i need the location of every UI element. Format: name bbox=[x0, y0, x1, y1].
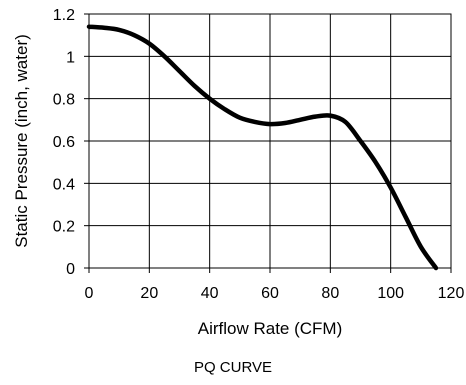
pq-series-line bbox=[86, 24, 439, 271]
x-tick-label: 120 bbox=[438, 285, 465, 302]
y-axis-label: Static Pressure (inch, water) bbox=[12, 34, 31, 248]
x-tick-label: 100 bbox=[377, 285, 404, 302]
x-tick-label: 20 bbox=[140, 285, 158, 302]
y-tick-label: 0.4 bbox=[53, 176, 75, 193]
ticks bbox=[84, 13, 452, 273]
x-tick-label: 40 bbox=[201, 285, 219, 302]
y-tick-label: 0.6 bbox=[53, 134, 75, 151]
y-tick-label: 0.2 bbox=[53, 219, 75, 236]
x-axis-label: Airflow Rate (CFM) bbox=[198, 319, 343, 338]
y-tick-label: 0.8 bbox=[53, 92, 75, 109]
x-tick-labels: 0 20 40 60 80 100 120 bbox=[85, 285, 465, 302]
x-tick-label: 60 bbox=[261, 285, 279, 302]
y-tick-label: 1.2 bbox=[53, 7, 75, 24]
y-tick-labels: 0 0.2 0.4 0.6 0.8 1 1.2 bbox=[53, 7, 75, 278]
y-tick-label: 1 bbox=[66, 49, 75, 66]
y-tick-label: 0 bbox=[66, 261, 75, 278]
series-layer bbox=[86, 24, 439, 271]
grid bbox=[89, 14, 451, 268]
x-tick-label: 0 bbox=[85, 285, 94, 302]
chart-caption: PQ CURVE bbox=[193, 359, 273, 376]
x-tick-label: 80 bbox=[321, 285, 339, 302]
